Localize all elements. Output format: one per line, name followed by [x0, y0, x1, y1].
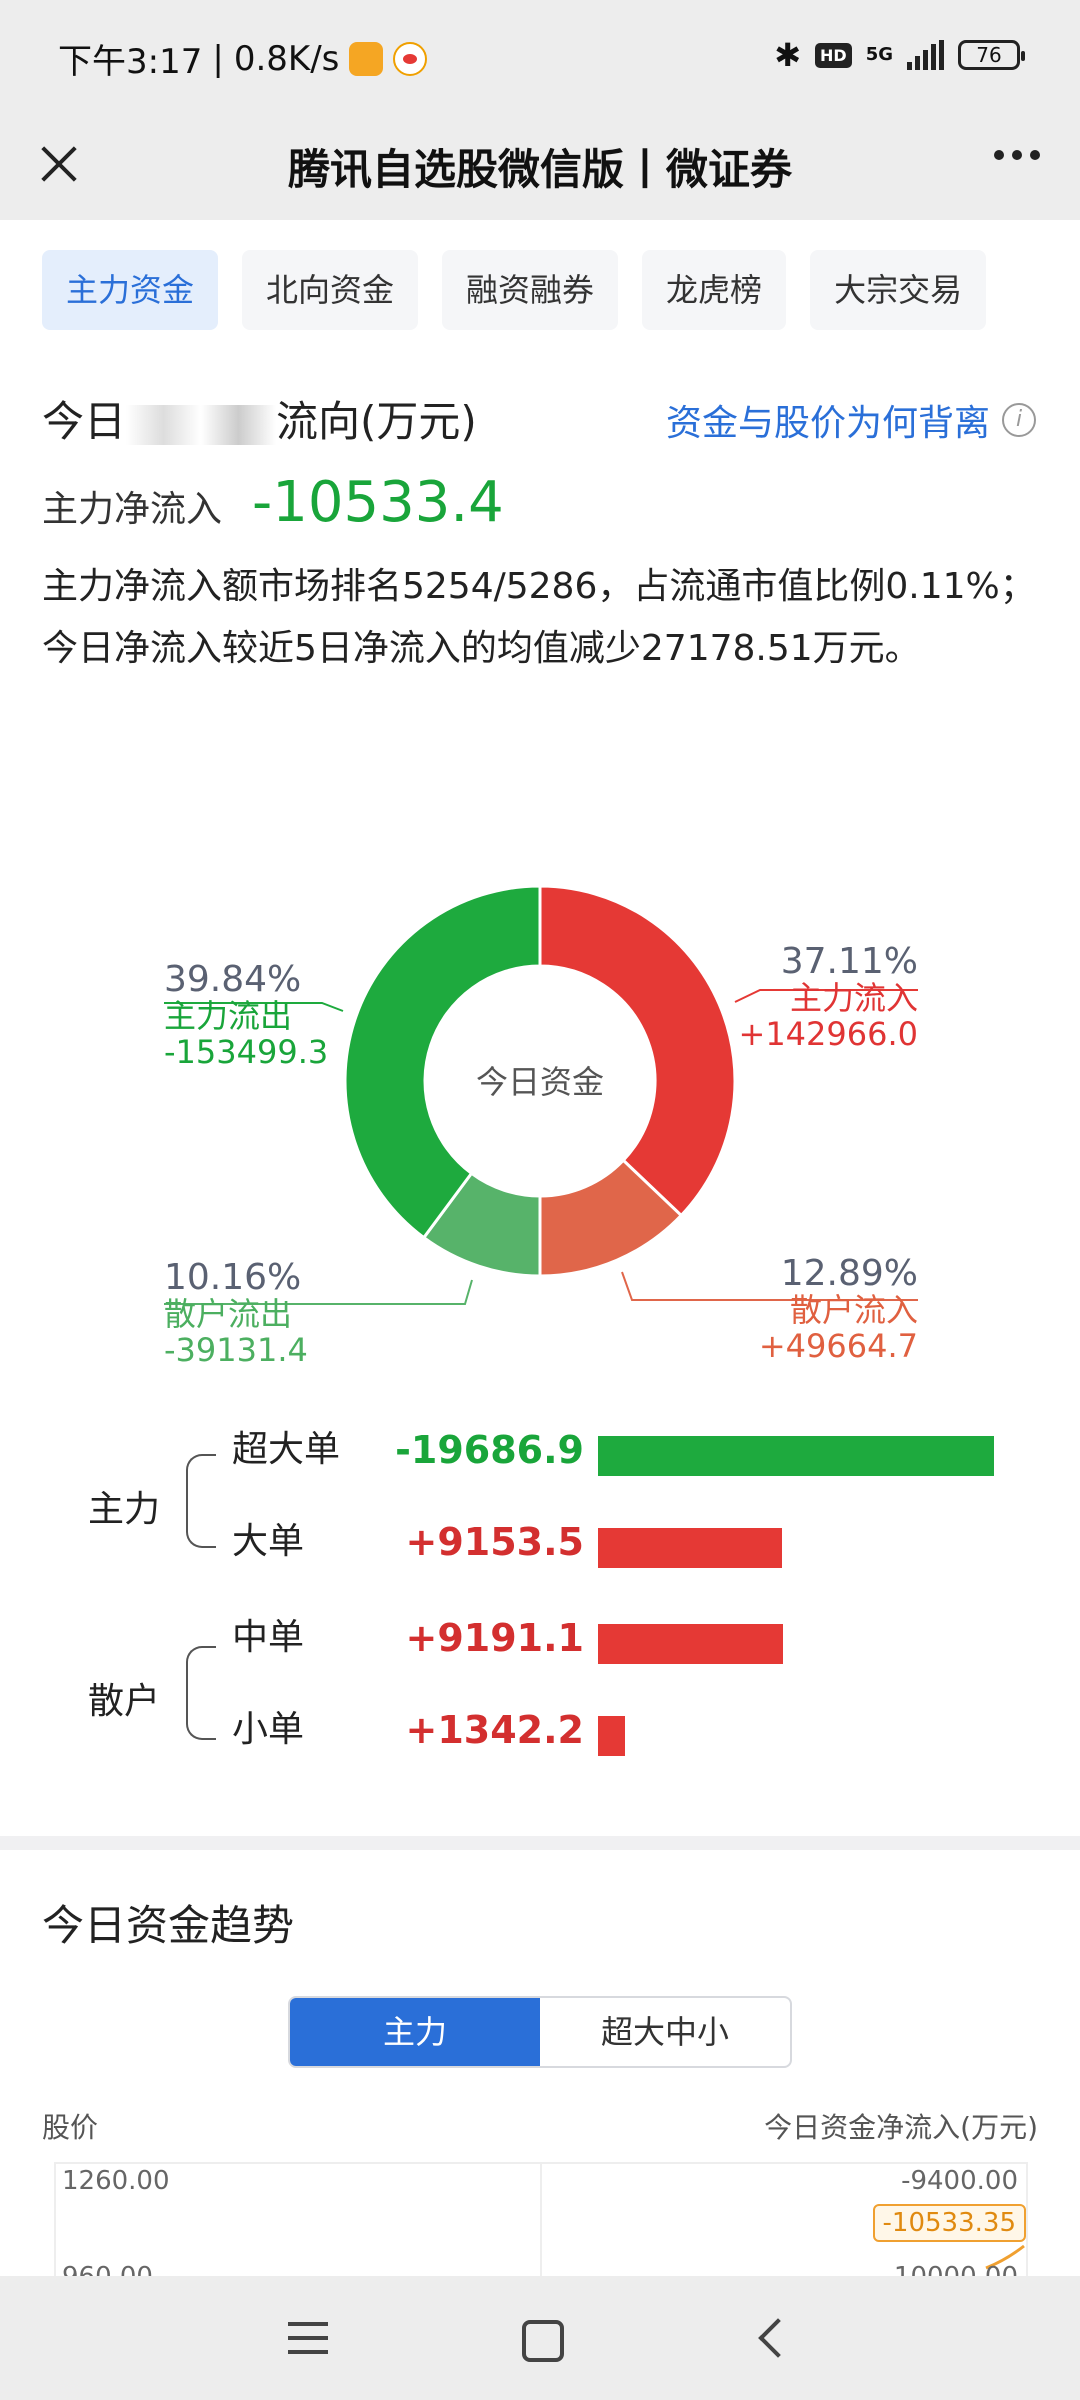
order-bar	[598, 1528, 782, 1568]
tab-margin-trading[interactable]: 融资融券	[442, 250, 619, 330]
trend-line	[985, 2244, 1025, 2270]
page-title: 腾讯自选股微信版丨微证券	[287, 145, 792, 194]
leader-retail-out	[164, 1279, 473, 1305]
help-link-text: 资金与股价为何背离	[665, 403, 990, 444]
status-divider: |	[212, 38, 224, 79]
signal-icon	[907, 40, 944, 70]
net-inflow-label: 主力净流入	[42, 489, 223, 530]
leader-retail-in	[621, 1271, 918, 1301]
order-breakdown: 主力 散户 超大单 -19686.9 大单 +9153.5 中单 +9191.1…	[0, 1420, 1080, 1780]
network-type: 5G	[865, 44, 893, 65]
system-nav-bar	[0, 2276, 1080, 2400]
home-icon[interactable]	[508, 2306, 572, 2370]
trend-segment-control: 主力 超大中小	[288, 1996, 792, 2068]
order-value: +1342.2	[405, 1708, 584, 1752]
retail-out-name: 散户流出	[164, 1295, 293, 1333]
flow-description: 主力净流入额市场排名5254/5286，占流通市值比例0.11%；今日净流入较近…	[42, 566, 1036, 669]
status-time: 下午3:17	[58, 42, 203, 82]
order-value: +9153.5	[405, 1520, 584, 1564]
retail-out-pct: 10.16%	[164, 1257, 302, 1298]
left-axis-label: 股价	[42, 2111, 99, 2144]
tab-dragon-tiger-list[interactable]: 龙虎榜	[642, 250, 787, 330]
order-row-small: 小单 +1342.2	[0, 1700, 1080, 1760]
trend-title: 今日资金趋势	[42, 1901, 295, 1950]
donut-slice-main-in	[538, 884, 737, 1218]
right-axis-label: 今日资金净流入(万元)	[764, 2111, 1038, 2144]
right-tick-top: -9400.00	[901, 2166, 1018, 2196]
flow-title: 今日 流向(万元)	[42, 388, 477, 449]
order-value: +9191.1	[405, 1616, 584, 1660]
trend-line-svg	[985, 2244, 1025, 2270]
order-bar	[598, 1716, 625, 1756]
retail-in-amount: +49664.7	[758, 1327, 918, 1365]
order-name: 小单	[232, 1709, 305, 1750]
chart-mid-gridline	[540, 2164, 542, 2282]
order-name: 超大单	[232, 1429, 341, 1470]
group-retail-label: 散户	[88, 1681, 161, 1722]
order-bar	[598, 1624, 783, 1664]
main-out-pct: 39.84%	[164, 959, 302, 1000]
current-value-badge: -10533.35	[872, 2204, 1026, 2242]
tab-main-funds[interactable]: 主力资金	[42, 250, 219, 330]
redacted-mask	[126, 404, 277, 445]
donut-label-retail-in: 12.89% 散户流入 +49664.7	[758, 1253, 918, 1365]
main-in-name: 主力流入	[789, 979, 918, 1017]
order-row-large: 大单 +9153.5	[0, 1512, 1080, 1572]
status-net-speed: 0.8K/s	[233, 38, 340, 79]
main-in-amount: +142966.0	[738, 1015, 919, 1053]
more-icon[interactable]	[994, 150, 1040, 160]
weibo-icon	[393, 41, 428, 76]
order-name: 大单	[232, 1521, 305, 1562]
divergence-help-link[interactable]: 资金与股价为何背离 i	[666, 394, 1036, 446]
menu-icon[interactable]	[276, 2306, 340, 2370]
tab-block-trades[interactable]: 大宗交易	[810, 250, 987, 330]
leader-main-out	[164, 1002, 344, 1012]
main-in-pct: 37.11%	[780, 941, 918, 982]
order-bar	[598, 1436, 994, 1476]
section-divider	[0, 1836, 1080, 1850]
order-row-medium: 中单 +9191.1	[0, 1608, 1080, 1668]
status-left: 下午3:17 | 0.8K/s	[58, 34, 428, 83]
hd-icon: HD	[815, 42, 852, 68]
group-main-label: 主力	[88, 1489, 161, 1530]
net-inflow-row: 主力净流入 -10533.4	[42, 470, 504, 535]
retail-in-pct: 12.89%	[780, 1253, 918, 1294]
segment-main[interactable]: 主力	[290, 1998, 540, 2066]
donut-slice-main-out	[343, 884, 542, 1240]
flow-title-suffix: 流向(万元)	[276, 397, 477, 446]
donut-center-label: 今日资金	[476, 1063, 604, 1101]
group-main-brace	[186, 1454, 216, 1548]
main-out-amount: -153499.3	[164, 1033, 329, 1071]
battery-icon: 76	[958, 40, 1025, 70]
title-bar: 腾讯自选股微信版丨微证券	[0, 110, 1080, 220]
left-tick-top: 1260.00	[62, 2166, 170, 2196]
main-out-name: 主力流出	[164, 997, 293, 1035]
retail-in-name: 散户流入	[789, 1291, 918, 1329]
status-right: ✱ HD 5G 76	[774, 36, 1025, 74]
fund-tabs: 主力资金 北向资金 融资融券 龙虎榜 大宗交易	[42, 250, 987, 330]
order-name: 中单	[232, 1617, 305, 1658]
order-row-super-large: 超大单 -19686.9	[0, 1420, 1080, 1480]
donut-label-retail-out: 10.16% 散户流出 -39131.4	[164, 1257, 308, 1369]
fund-donut-chart: 今日资金 39.84% 主力流出 -153499.3 37.11% 主力流入 +…	[0, 860, 1080, 1380]
order-value: -19686.9	[395, 1428, 584, 1472]
tab-northbound-funds[interactable]: 北向资金	[242, 250, 419, 330]
donut-label-main-out: 39.84% 主力流出 -153499.3	[164, 959, 329, 1071]
net-inflow-value: -10533.4	[252, 470, 504, 535]
status-bar: 下午3:17 | 0.8K/s ✱ HD 5G 76	[0, 0, 1080, 110]
bluetooth-icon: ✱	[774, 36, 802, 74]
back-icon[interactable]	[740, 2306, 804, 2370]
info-icon: i	[1002, 403, 1036, 437]
retail-out-amount: -39131.4	[164, 1331, 308, 1369]
segment-size-breakdown[interactable]: 超大中小	[600, 2013, 729, 2051]
donut-label-main-in: 37.11% 主力流入 +142966.0	[738, 941, 919, 1053]
flow-title-prefix: 今日	[42, 397, 127, 446]
leader-main-in	[734, 989, 918, 1003]
notification-app-icon	[349, 41, 384, 76]
group-retail-brace	[186, 1646, 216, 1740]
donut-svg: 今日资金	[164, 884, 918, 1305]
trend-chart-area	[54, 2162, 1028, 2282]
